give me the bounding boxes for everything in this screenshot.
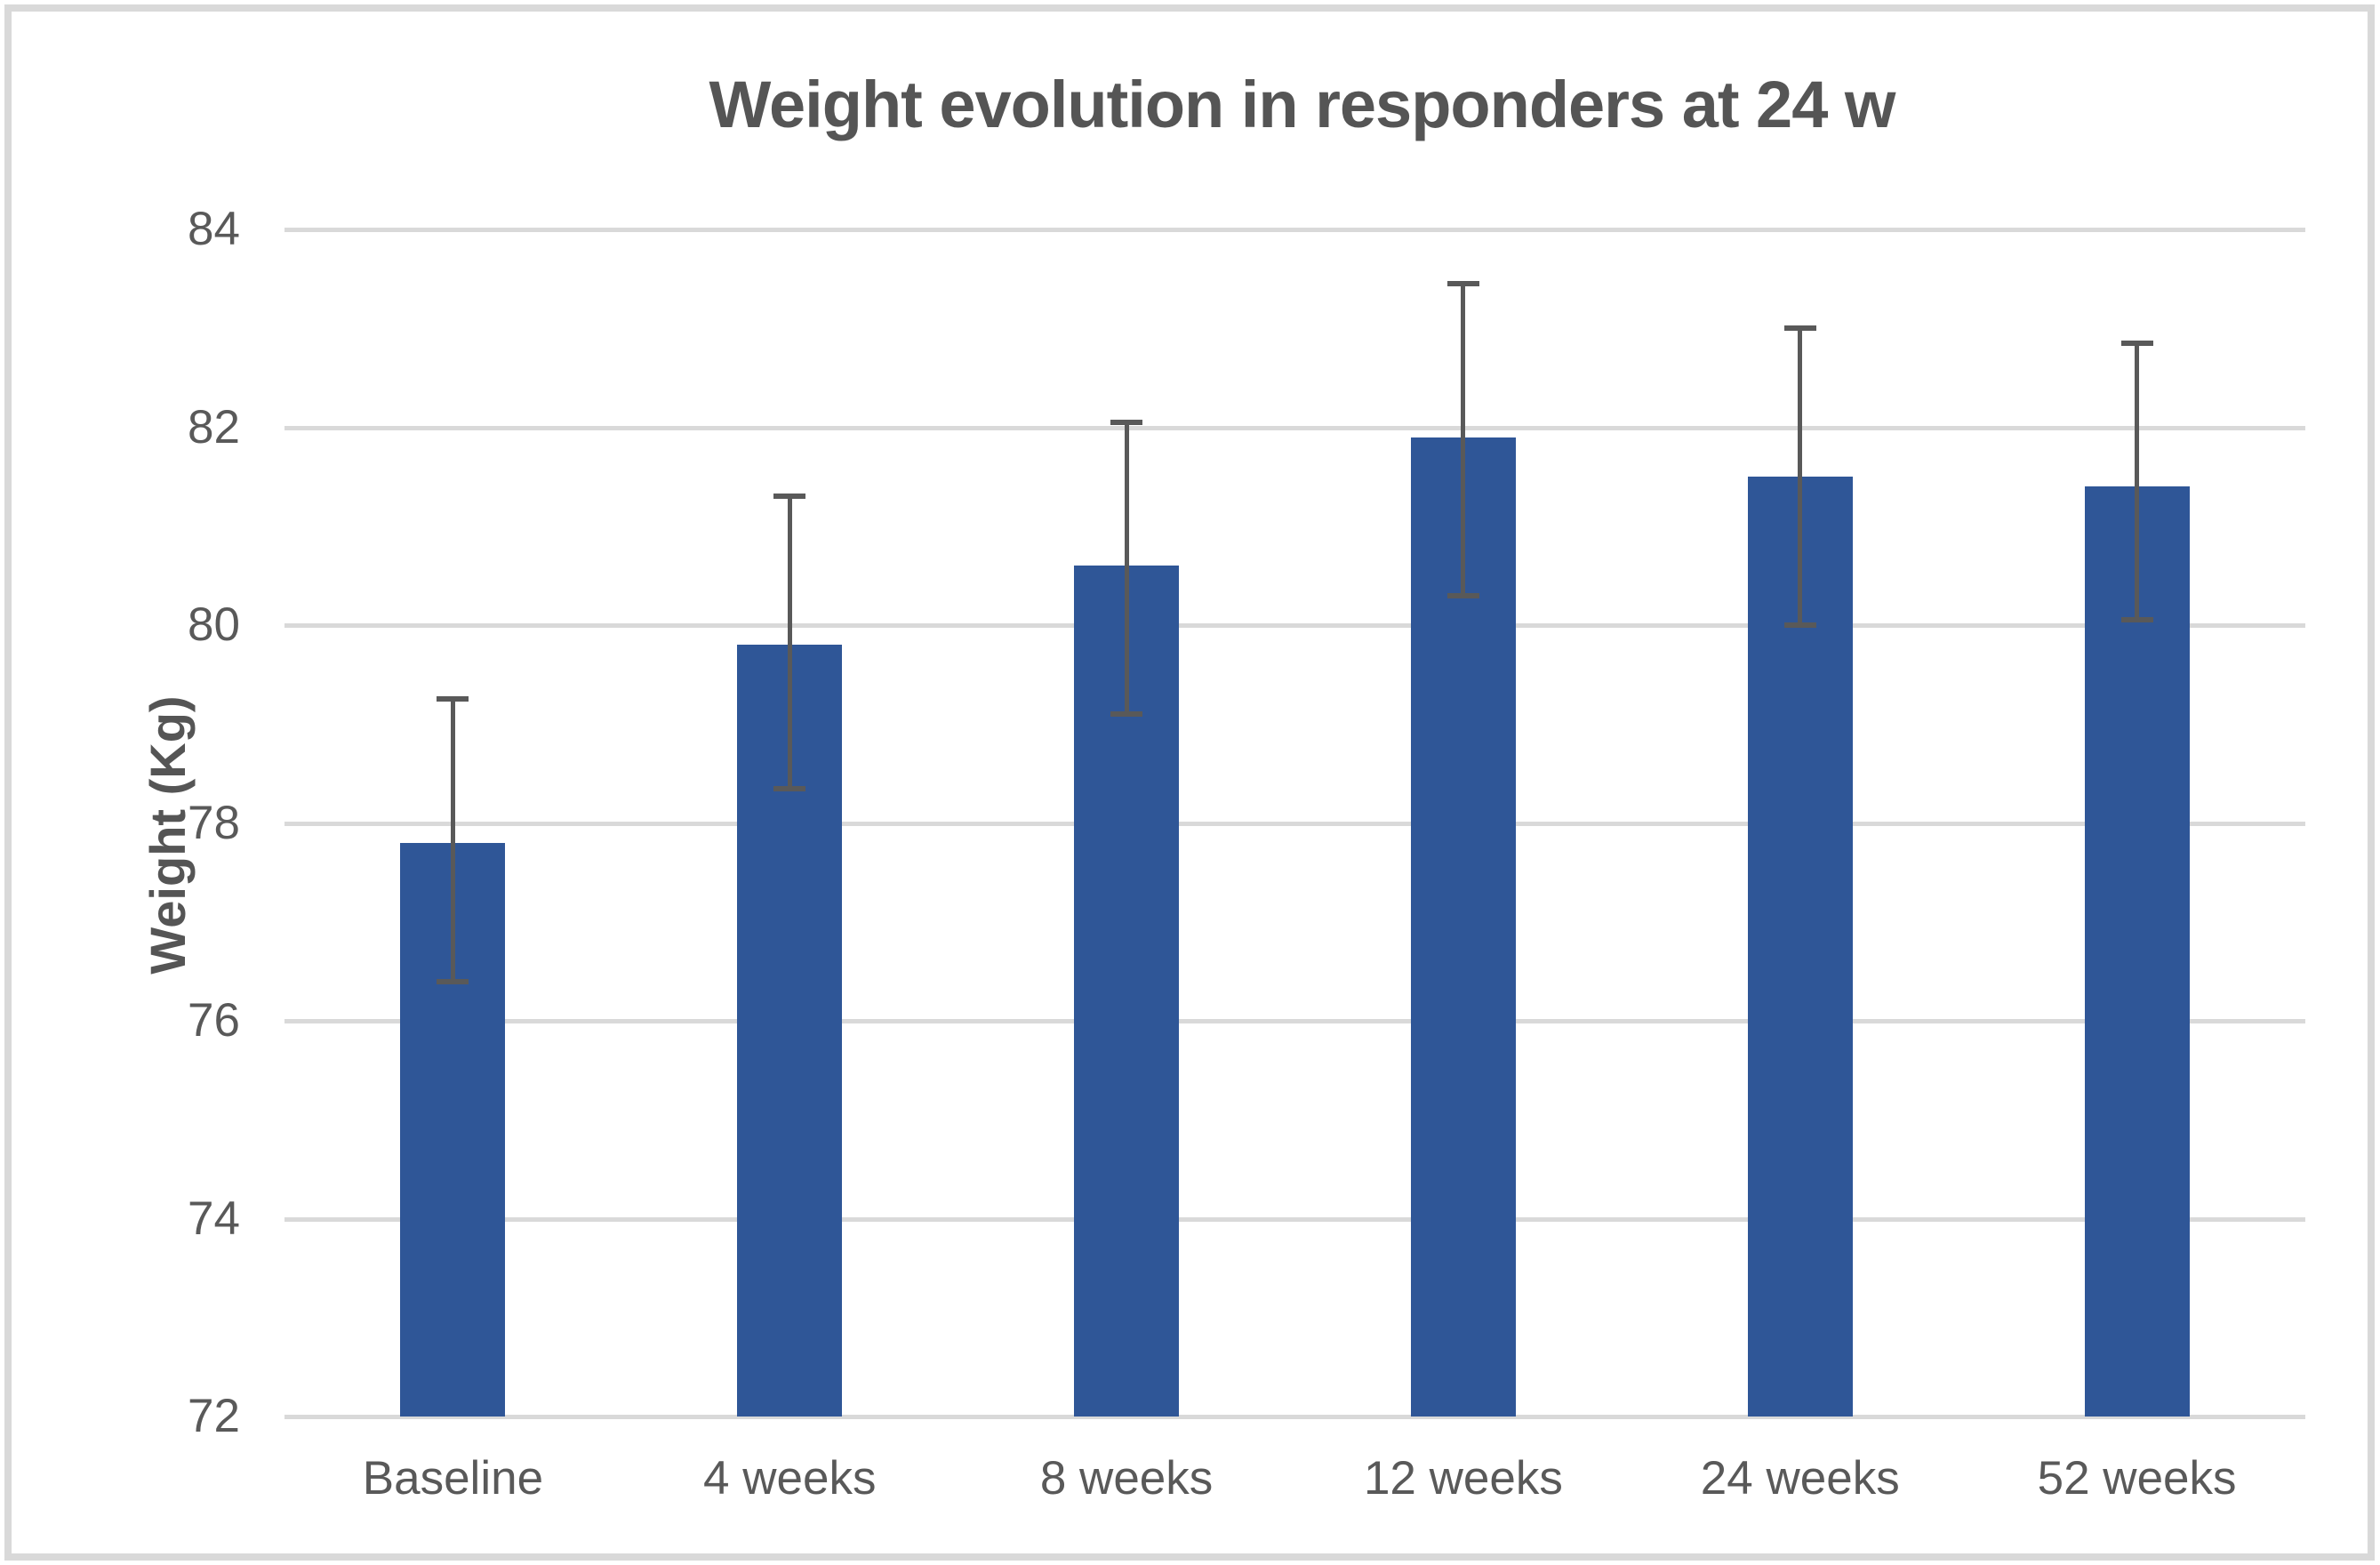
gridline <box>284 821 2305 826</box>
y-tick-label: 76 <box>188 994 240 1047</box>
error-bar-cap-bottom <box>2120 617 2153 623</box>
y-tick-label: 72 <box>188 1390 240 1442</box>
y-tick-label: 78 <box>188 796 240 849</box>
error-bar-line <box>1798 328 1803 625</box>
gridline <box>284 228 2305 232</box>
plot-area: 84 82 80 78 76 74 72 Baseline 4 weeks 8 weeks 12 w… <box>12 12 2368 1553</box>
y-tick-label: 84 <box>188 203 240 255</box>
gridline <box>284 425 2305 430</box>
error-bar-cap-bottom <box>437 978 469 984</box>
bar <box>2084 486 2190 1417</box>
error-bar-cap-bottom <box>773 785 806 791</box>
bar <box>1410 437 1516 1417</box>
gridline <box>284 623 2305 628</box>
x-tick-label: 12 weeks <box>1363 1452 1563 1505</box>
error-bar-cap-bottom <box>1446 592 1479 598</box>
error-bar-cap-bottom <box>1783 622 1816 628</box>
error-bar-cap-top <box>1446 281 1479 287</box>
gridline <box>284 1415 2305 1419</box>
error-bar-line <box>787 496 792 789</box>
x-tick-label: 24 weeks <box>1700 1452 1900 1505</box>
y-tick-label: 82 <box>188 400 240 453</box>
chart-frame: Weight evolution in responders at 24 w W… <box>4 4 2375 1561</box>
error-bar-cap-bottom <box>1110 711 1143 718</box>
error-bar-cap-top <box>2120 340 2153 346</box>
x-tick-label: 4 weeks <box>703 1452 877 1505</box>
error-bar-line <box>1461 284 1466 596</box>
chart-title: Weight evolution in responders at 24 w <box>709 68 1896 141</box>
gridline <box>284 1019 2305 1023</box>
y-tick-label: 80 <box>188 598 240 651</box>
x-tick-label: 52 weeks <box>2037 1452 2237 1505</box>
error-bar-line <box>450 699 455 982</box>
error-bar-line <box>2135 342 2140 621</box>
error-bar-cap-top <box>437 696 469 702</box>
gridline <box>284 1216 2305 1222</box>
y-tick-label: 74 <box>188 1192 240 1245</box>
x-tick-label: Baseline <box>362 1452 544 1505</box>
error-bar-cap-top <box>1110 419 1143 425</box>
error-bar-line <box>1124 421 1129 715</box>
x-tick-label: 8 weeks <box>1039 1452 1214 1505</box>
bar <box>1747 477 1853 1417</box>
error-bar-cap-top <box>1783 325 1816 332</box>
error-bar-cap-top <box>773 494 806 500</box>
